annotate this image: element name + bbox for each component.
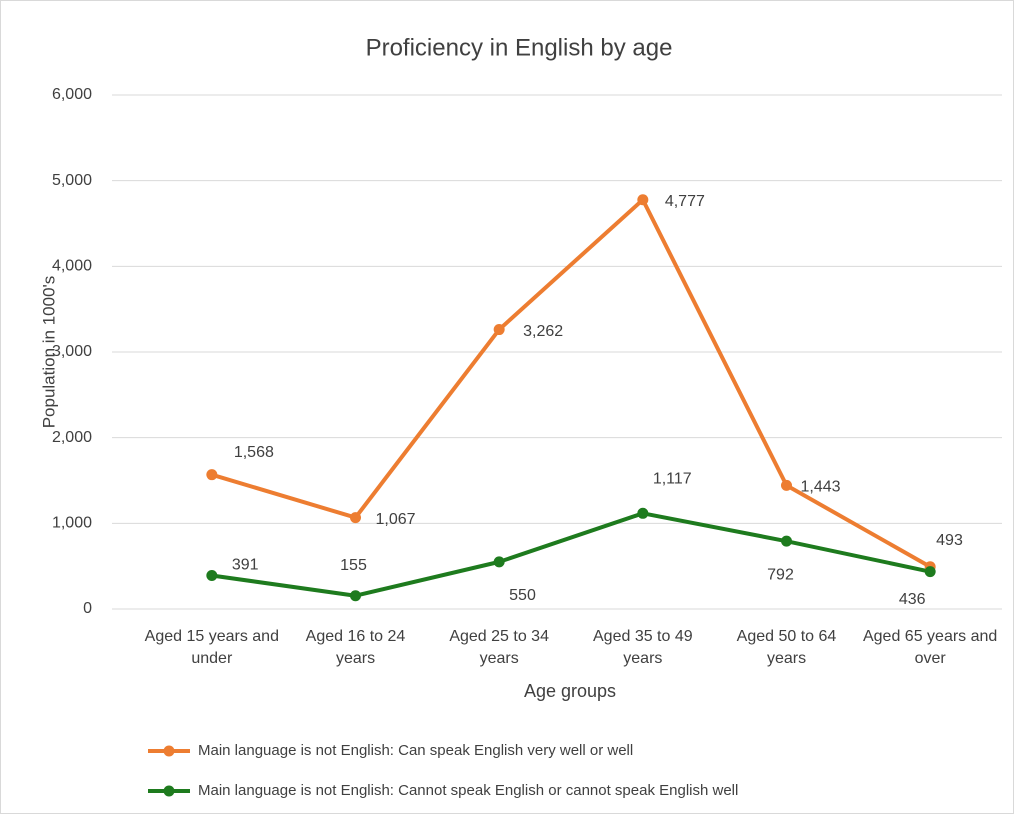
data-point xyxy=(637,194,649,206)
x-tick-label: Aged 16 to 24 years xyxy=(305,628,406,667)
y-tick-label: 5,000 xyxy=(52,172,92,189)
legend-label: Main language is not English: Can speak … xyxy=(198,742,633,759)
y-tick-label: 2,000 xyxy=(52,429,92,446)
data-point xyxy=(637,507,649,519)
data-point xyxy=(350,590,361,602)
series-line xyxy=(211,511,931,598)
x-tick-label: Aged 50 to 64 years xyxy=(736,628,837,667)
data-label: 550 xyxy=(509,587,536,604)
data-label: 391 xyxy=(232,557,259,574)
data-label: 1,067 xyxy=(376,511,416,528)
data-point xyxy=(924,566,936,578)
x-tick-label: Aged 15 years and under xyxy=(144,628,279,667)
data-point xyxy=(206,570,218,582)
data-label: 3,262 xyxy=(523,323,563,340)
x-tick-label: Aged 65 years and over xyxy=(862,628,998,667)
data-point xyxy=(493,556,505,568)
y-tick-label: 0 xyxy=(83,600,92,617)
series-line xyxy=(211,197,932,569)
data-point xyxy=(206,469,218,481)
data-label: 493 xyxy=(936,532,963,549)
y-tick-label: 4,000 xyxy=(52,258,92,275)
data-point xyxy=(781,479,792,491)
data-label: 1,117 xyxy=(653,471,692,488)
data-label: 1,443 xyxy=(801,479,841,496)
y-tick-label: 1,000 xyxy=(52,515,92,532)
data-point xyxy=(350,512,361,524)
y-axis-title: Population in 1000's xyxy=(39,276,58,429)
x-axis-title: Age groups xyxy=(524,681,616,701)
data-label: 4,777 xyxy=(665,193,705,210)
y-tick-label: 3,000 xyxy=(52,343,92,360)
data-point xyxy=(781,535,792,547)
data-point xyxy=(493,324,505,336)
chart-title: Proficiency in English by age xyxy=(366,34,673,61)
data-label: 155 xyxy=(340,557,367,574)
x-tick-label: Aged 25 to 34 years xyxy=(449,628,549,667)
legend-label: Main language is not English: Cannot spe… xyxy=(198,782,738,799)
legend-marker xyxy=(163,785,175,797)
data-label: 436 xyxy=(899,591,926,608)
legend-marker xyxy=(163,745,175,757)
y-tick-label: 6,000 xyxy=(52,86,92,103)
x-tick-label: Aged 35 to 49 years xyxy=(593,628,693,667)
data-label: 1,568 xyxy=(234,444,274,461)
data-label: 792 xyxy=(767,566,794,583)
